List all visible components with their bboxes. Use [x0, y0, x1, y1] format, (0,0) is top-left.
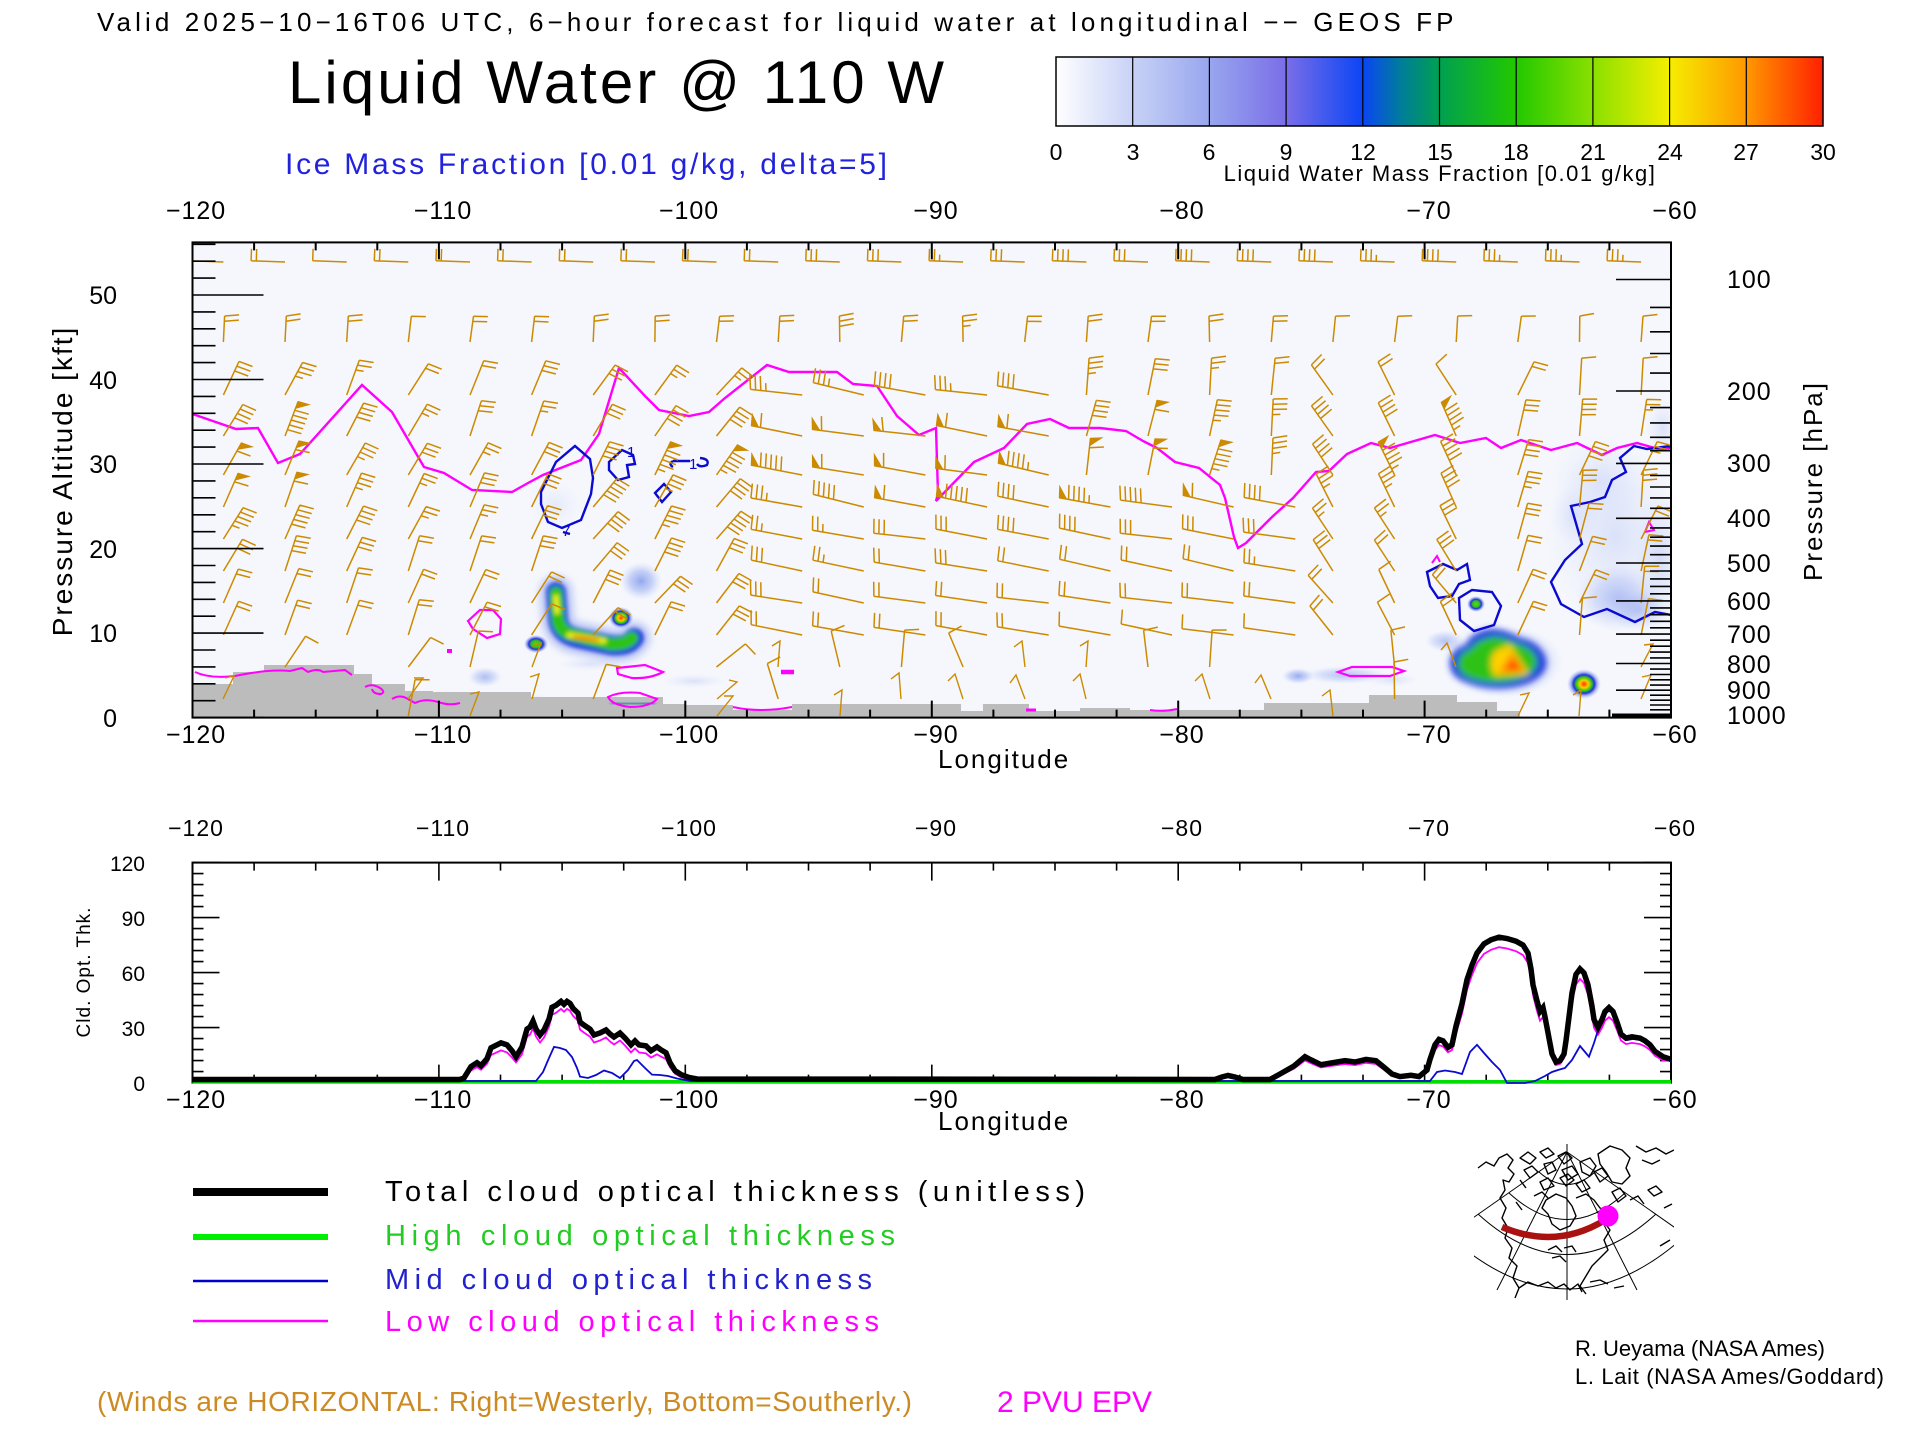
svg-text:7: 7 [562, 523, 570, 540]
svg-text:600: 600 [1727, 588, 1772, 616]
svg-text:−100: −100 [661, 815, 717, 841]
svg-text:0: 0 [133, 1073, 145, 1096]
svg-text:Ice Mass Fraction [0.01 g/kg,: Ice Mass Fraction [0.01 g/kg, delta=5] [285, 148, 888, 181]
svg-text:800: 800 [1727, 651, 1772, 679]
svg-text:300: 300 [1727, 450, 1772, 478]
svg-text:−100: −100 [659, 197, 719, 225]
svg-text:−60: −60 [1654, 815, 1696, 841]
svg-text:30: 30 [89, 451, 117, 479]
svg-text:Valid 2025−10−16T06 UTC, 6−hou: Valid 2025−10−16T06 UTC, 6−hour forecast… [97, 7, 1455, 37]
svg-text:1: 1 [689, 456, 697, 473]
svg-text:−120: −120 [166, 197, 226, 225]
svg-text:−100: −100 [659, 721, 719, 749]
svg-text:−60: −60 [1652, 1086, 1697, 1114]
svg-text:21: 21 [1580, 139, 1606, 165]
svg-text:R. Ueyama (NASA Ames): R. Ueyama (NASA Ames) [1575, 1336, 1825, 1361]
svg-text:−120: −120 [166, 721, 226, 749]
svg-text:−60: −60 [1652, 721, 1697, 749]
svg-text:−80: −80 [1159, 197, 1204, 225]
svg-text:2 PVU EPV: 2 PVU EPV [997, 1386, 1155, 1419]
svg-text:1: 1 [627, 444, 635, 461]
svg-text:18: 18 [1503, 139, 1529, 165]
svg-text:15: 15 [1427, 139, 1453, 165]
svg-text:100: 100 [1727, 266, 1772, 294]
svg-text:900: 900 [1727, 677, 1772, 705]
svg-text:30: 30 [122, 1018, 145, 1041]
svg-text:−110: −110 [414, 721, 472, 749]
svg-text:(Winds are HORIZONTAL: Right=W: (Winds are HORIZONTAL: Right=Westerly, B… [97, 1386, 912, 1417]
svg-text:−100: −100 [659, 1086, 719, 1114]
svg-text:−110: −110 [414, 197, 472, 225]
svg-text:High cloud optical thickness: High cloud optical thickness [385, 1220, 895, 1252]
svg-text:Liquid Water Mass Fraction [0.: Liquid Water Mass Fraction [0.01 g/kg] [1224, 161, 1657, 186]
svg-text:0: 0 [1050, 139, 1063, 165]
svg-text:500: 500 [1727, 550, 1772, 578]
svg-text:20: 20 [89, 536, 117, 564]
svg-text:−120: −120 [166, 1086, 226, 1114]
svg-text:−70: −70 [1406, 197, 1451, 225]
svg-text:−60: −60 [1652, 197, 1697, 225]
svg-text:−70: −70 [1406, 1086, 1451, 1114]
svg-text:Longitude: Longitude [938, 1106, 1070, 1136]
svg-text:Longitude: Longitude [938, 744, 1070, 774]
svg-text:0: 0 [103, 705, 117, 733]
svg-text:9: 9 [1280, 139, 1293, 165]
svg-text:Pressure [hPa]: Pressure [hPa] [1798, 381, 1828, 581]
svg-text:−80: −80 [1159, 721, 1204, 749]
svg-text:24: 24 [1657, 139, 1683, 165]
svg-text:60: 60 [122, 963, 145, 986]
svg-text:12: 12 [1350, 139, 1376, 165]
svg-text:−80: −80 [1159, 1086, 1204, 1114]
svg-text:27: 27 [1733, 139, 1759, 165]
svg-text:6: 6 [1203, 139, 1216, 165]
svg-text:1000: 1000 [1727, 702, 1787, 730]
svg-text:−70: −70 [1406, 721, 1451, 749]
svg-text:10: 10 [89, 620, 117, 648]
svg-text:40: 40 [89, 367, 117, 395]
svg-text:−110: −110 [416, 815, 470, 841]
svg-text:30: 30 [1810, 139, 1836, 165]
svg-text:700: 700 [1727, 621, 1772, 649]
svg-text:90: 90 [122, 908, 145, 931]
svg-text:−80: −80 [1161, 815, 1203, 841]
svg-text:−90: −90 [915, 815, 957, 841]
svg-text:Liquid Water @ 110 W: Liquid Water @ 110 W [288, 49, 948, 116]
svg-text:−90: −90 [913, 1086, 958, 1114]
svg-text:400: 400 [1727, 505, 1772, 533]
svg-text:Total cloud optical thickness: Total cloud optical thickness (unitless) [385, 1176, 1085, 1208]
svg-text:−90: −90 [913, 197, 958, 225]
svg-text:−90: −90 [913, 721, 958, 749]
svg-text:−110: −110 [414, 1086, 472, 1114]
svg-text:Pressure Altitude [kft]: Pressure Altitude [kft] [47, 326, 78, 637]
svg-text:−70: −70 [1408, 815, 1450, 841]
svg-text:Cld. Opt. Thk.: Cld. Opt. Thk. [74, 907, 95, 1038]
svg-text:200: 200 [1727, 378, 1772, 406]
svg-text:L. Lait (NASA Ames/Goddard): L. Lait (NASA Ames/Goddard) [1575, 1364, 1884, 1389]
svg-text:50: 50 [89, 282, 117, 310]
svg-text:3: 3 [1127, 139, 1140, 165]
svg-text:120: 120 [110, 853, 145, 876]
svg-text:−120: −120 [168, 815, 224, 841]
